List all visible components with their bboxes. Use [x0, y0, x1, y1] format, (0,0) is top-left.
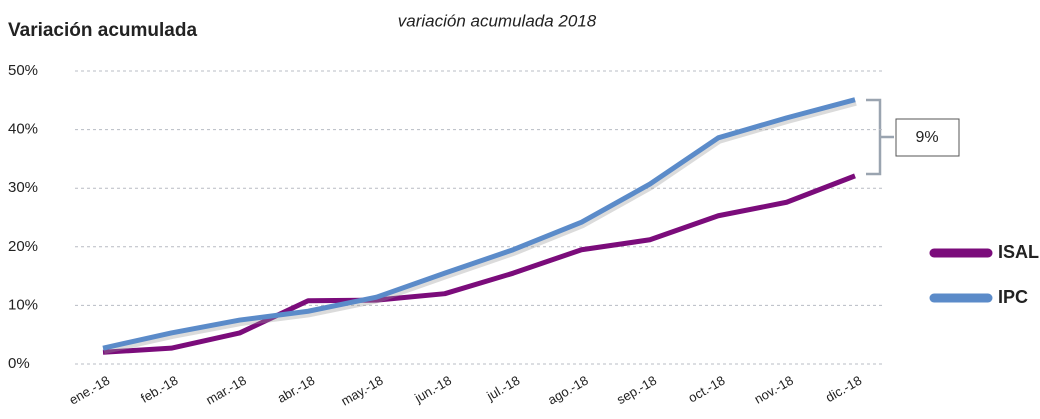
x-tick-label: oct.-18 — [686, 373, 728, 406]
series-line — [102, 97, 856, 351]
x-tick-label: mar.-18 — [203, 373, 249, 408]
series-line — [102, 173, 856, 355]
y-tick-label: 0% — [8, 355, 30, 372]
x-tick-label: may.-18 — [338, 373, 385, 409]
y-tick-label: 20% — [8, 238, 38, 255]
line-shadow — [103, 99, 857, 355]
y-tick-label: 50% — [8, 62, 38, 79]
x-tick-label: nov.-18 — [752, 373, 796, 407]
x-tick-label: sep.-18 — [614, 373, 659, 408]
y-tick-label: 30% — [8, 179, 38, 196]
bracket — [866, 98, 894, 176]
annotation-box — [895, 118, 960, 157]
x-tick-label: ago.-18 — [545, 373, 591, 408]
x-tick-label: abr.-18 — [275, 373, 318, 406]
legend-label: IPC — [998, 287, 1028, 307]
x-tick-label: dic.-18 — [823, 373, 864, 406]
x-tick-label: ene.-18 — [67, 373, 113, 408]
y-tick-label: 10% — [8, 296, 38, 313]
chart-title: variación acumulada 2018 — [398, 11, 597, 30]
x-tick-label: jul.-18 — [483, 373, 522, 404]
x-tick-label: jun.-18 — [411, 373, 454, 406]
x-tick-label: feb.-18 — [138, 373, 181, 406]
annotation: 9% — [915, 129, 938, 146]
y-axis-title: Variación acumulada — [8, 20, 197, 41]
legend-label: ISAL — [998, 242, 1039, 262]
y-tick-label: 40% — [8, 121, 38, 138]
